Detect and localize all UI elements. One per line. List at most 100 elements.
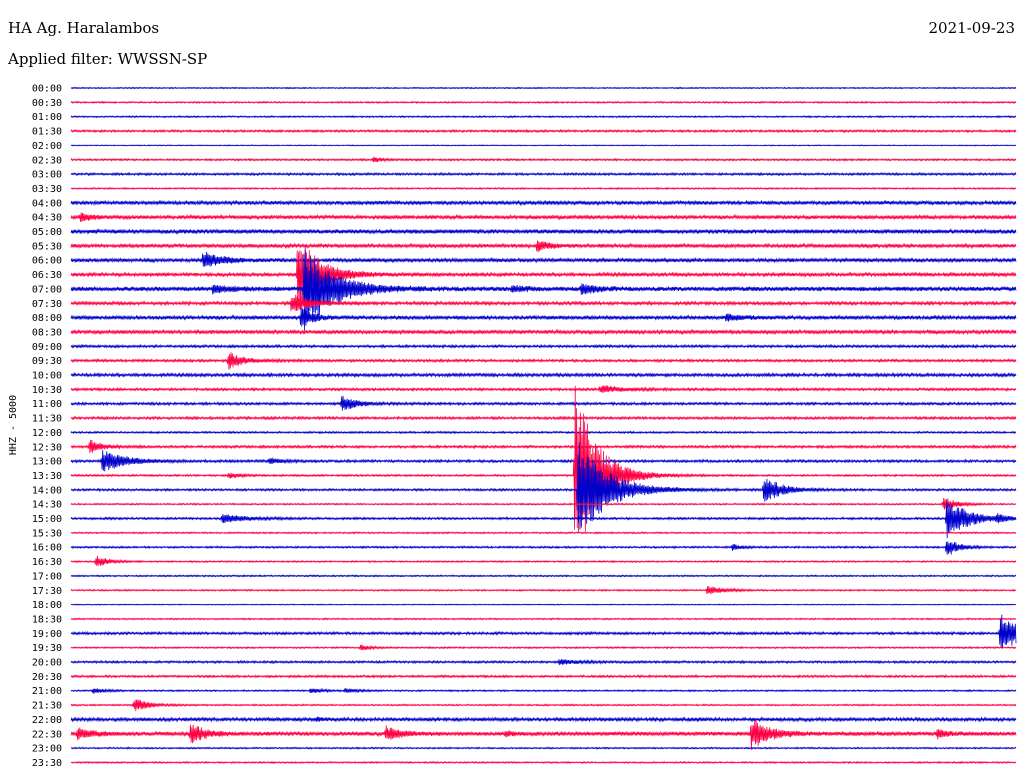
trace-line xyxy=(70,555,1017,567)
trace-line xyxy=(70,186,1017,191)
trace-line xyxy=(70,430,1017,435)
trace-line xyxy=(70,442,1017,530)
filter-label: Applied filter: WWSSN-SP xyxy=(8,50,208,68)
row-time-label: 17:00 xyxy=(32,571,62,582)
row-time-label: 11:30 xyxy=(32,414,62,425)
trace-line xyxy=(70,415,1017,421)
trace-line xyxy=(70,228,1017,235)
row-time-label: 13:30 xyxy=(32,471,62,482)
row-time-label: 12:00 xyxy=(32,428,62,439)
trace-line xyxy=(70,240,1017,253)
row-time-label: 20:30 xyxy=(32,672,62,683)
trace-line xyxy=(70,251,1017,267)
trace-line xyxy=(70,719,1017,750)
trace-line xyxy=(70,586,1017,595)
trace-line xyxy=(70,439,1017,454)
row-time-label: 00:30 xyxy=(32,98,62,109)
time-tick-labels: 00:00 00:30 01:00 01:30 02:00 02:30 03:00 03:30… xyxy=(32,84,62,769)
trace-line xyxy=(70,352,1017,370)
row-time-label: 19:00 xyxy=(32,629,62,640)
row-time-label: 09:00 xyxy=(32,342,62,353)
row-time-label: 10:30 xyxy=(32,385,62,396)
trace-line xyxy=(70,659,1017,666)
row-time-label: 14:00 xyxy=(32,485,62,496)
row-time-label: 02:00 xyxy=(32,141,62,152)
trace-line xyxy=(70,144,1017,147)
row-time-label: 08:30 xyxy=(32,327,62,338)
row-time-label: 03:30 xyxy=(32,184,62,195)
trace-line xyxy=(70,614,1017,649)
row-time-label: 12:30 xyxy=(32,442,62,453)
row-time-label: 19:30 xyxy=(32,643,62,654)
row-time-label: 20:00 xyxy=(32,658,62,669)
trace-line xyxy=(70,716,1017,723)
channel-label: HHZ - 5000 xyxy=(8,395,19,455)
row-time-label: 15:30 xyxy=(32,528,62,539)
row-time-label: 16:00 xyxy=(32,543,62,554)
row-time-label: 21:30 xyxy=(32,701,62,712)
record-date: 2021-09-23 xyxy=(928,19,1015,37)
row-time-label: 23:30 xyxy=(32,758,62,769)
trace-line xyxy=(70,100,1017,105)
trace-line xyxy=(70,307,1017,327)
row-time-label: 18:30 xyxy=(32,614,62,625)
station-title: HA Ag. Haralambos xyxy=(8,19,160,37)
trace-group xyxy=(70,86,1017,765)
row-time-label: 00:00 xyxy=(32,84,62,95)
trace-line xyxy=(70,385,1017,393)
row-time-label: 21:00 xyxy=(32,686,62,697)
trace-line xyxy=(70,371,1017,379)
trace-line xyxy=(70,574,1017,578)
trace-line xyxy=(70,249,1017,331)
trace-line xyxy=(70,699,1017,712)
trace-line xyxy=(70,171,1017,177)
row-time-label: 11:00 xyxy=(32,399,62,410)
trace-line xyxy=(70,86,1017,90)
trace-line xyxy=(70,385,1017,533)
row-time-label: 03:00 xyxy=(32,170,62,181)
trace-line xyxy=(70,246,1017,309)
trace-line xyxy=(70,617,1017,621)
trace-line xyxy=(70,343,1017,349)
row-time-label: 07:30 xyxy=(32,299,62,310)
row-time-label: 16:30 xyxy=(32,557,62,568)
trace-line xyxy=(70,115,1017,119)
row-time-label: 18:00 xyxy=(32,600,62,611)
trace-line xyxy=(70,674,1017,679)
trace-line xyxy=(70,603,1017,606)
row-time-label: 14:30 xyxy=(32,500,62,511)
row-time-label: 22:30 xyxy=(32,729,62,740)
trace-line xyxy=(70,531,1017,535)
row-time-label: 06:00 xyxy=(32,256,62,267)
row-time-label: 04:30 xyxy=(32,213,62,224)
trace-line xyxy=(70,199,1017,207)
trace-line xyxy=(70,687,1017,694)
row-time-label: 10:00 xyxy=(32,371,62,382)
row-time-label: 23:00 xyxy=(32,744,62,755)
trace-line xyxy=(70,760,1017,765)
row-time-label: 13:00 xyxy=(32,457,62,468)
trace-line xyxy=(70,212,1017,222)
row-time-label: 04:00 xyxy=(32,198,62,209)
row-time-label: 05:00 xyxy=(32,227,62,238)
row-time-label: 01:30 xyxy=(32,127,62,138)
trace-line xyxy=(70,497,1017,510)
trace-line xyxy=(70,156,1017,163)
trace-line xyxy=(70,746,1017,750)
row-time-label: 07:00 xyxy=(32,284,62,295)
row-time-label: 01:00 xyxy=(32,112,62,123)
row-time-label: 22:00 xyxy=(32,715,62,726)
trace-line xyxy=(70,395,1017,411)
trace-line xyxy=(70,644,1017,651)
row-time-label: 02:30 xyxy=(32,155,62,166)
row-time-label: 08:00 xyxy=(32,313,62,324)
row-time-label: 17:30 xyxy=(32,586,62,597)
trace-line xyxy=(70,502,1017,539)
row-time-label: 15:00 xyxy=(32,514,62,525)
trace-line xyxy=(70,328,1017,336)
trace-line xyxy=(70,294,1017,312)
trace-line xyxy=(70,450,1017,472)
row-time-label: 05:30 xyxy=(32,241,62,252)
trace-line xyxy=(70,128,1017,134)
